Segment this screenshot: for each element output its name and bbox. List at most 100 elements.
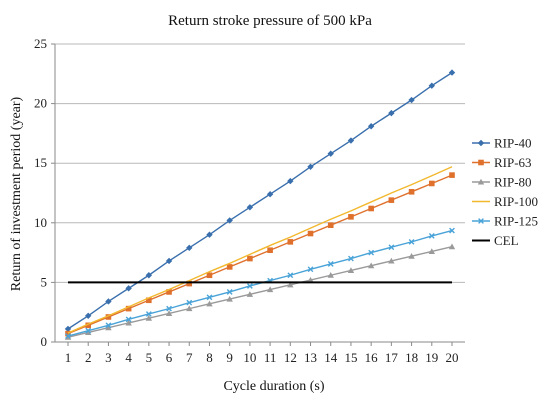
y-tick-label: 5 — [41, 274, 48, 289]
data-point — [85, 322, 92, 329]
data-point — [246, 283, 253, 289]
data-point — [348, 255, 354, 262]
chart-title: Return stroke pressure of 500 kPa — [168, 13, 372, 29]
data-point — [85, 327, 92, 334]
data-point — [327, 261, 334, 267]
data-point — [449, 172, 455, 178]
x-tick-label: 14 — [324, 350, 338, 365]
data-point — [105, 314, 112, 320]
legend-label: RIP-125 — [494, 214, 538, 229]
x-tick-label: 13 — [304, 350, 317, 365]
data-point — [348, 214, 354, 220]
data-point — [449, 227, 455, 234]
data-point — [206, 294, 213, 301]
x-tick-label: 18 — [405, 350, 418, 365]
data-point — [186, 305, 193, 312]
data-point — [186, 244, 193, 252]
data-point — [206, 300, 213, 307]
data-point — [145, 311, 152, 317]
data-point — [166, 305, 172, 312]
x-tick-label: 9 — [226, 350, 233, 365]
data-point — [307, 163, 314, 170]
data-point — [206, 272, 213, 279]
series-rip-63 — [65, 172, 455, 337]
x-tick-label: 10 — [243, 350, 256, 365]
data-point — [65, 330, 71, 337]
data-point — [477, 178, 485, 185]
data-point — [165, 310, 173, 316]
x-tick-label: 5 — [146, 350, 153, 365]
x-tick-label: 16 — [365, 350, 379, 365]
data-point — [85, 329, 92, 336]
data-point — [388, 244, 395, 251]
legend-entry: RIP-63 — [472, 155, 532, 170]
series-lines — [64, 69, 456, 340]
legend-label: RIP-80 — [494, 175, 532, 190]
data-point — [327, 150, 334, 157]
y-axis-title: Return of investment period (year) — [9, 96, 24, 291]
y-tick-label: 0 — [41, 334, 48, 349]
y-tick-label: 25 — [34, 36, 47, 51]
data-point — [428, 233, 435, 239]
legend-entry: RIP-80 — [472, 175, 532, 190]
data-point — [246, 291, 254, 297]
series-line — [67, 245, 453, 338]
data-point — [428, 248, 435, 254]
x-tick-label: 1 — [65, 350, 72, 365]
data-point — [347, 267, 355, 274]
x-tick-label: 12 — [284, 350, 297, 365]
x-tick-label: 6 — [166, 350, 173, 365]
data-point — [125, 285, 132, 292]
data-point — [105, 324, 112, 331]
data-point — [65, 333, 71, 339]
data-point — [105, 298, 112, 305]
data-point — [186, 280, 193, 287]
data-point — [267, 247, 273, 254]
data-point — [307, 230, 314, 237]
data-point — [327, 272, 334, 278]
data-point — [478, 159, 484, 166]
data-point — [408, 189, 415, 195]
data-point — [368, 249, 375, 256]
data-point — [327, 222, 334, 228]
data-point — [408, 238, 415, 245]
data-point — [146, 297, 152, 304]
data-point — [428, 82, 435, 89]
x-tick-label: 7 — [186, 350, 193, 365]
legend-label: RIP-63 — [494, 155, 532, 170]
y-tick-label: 10 — [34, 215, 47, 230]
series-rip-100 — [67, 166, 453, 334]
legend-entry: RIP-40 — [472, 136, 532, 151]
data-point — [367, 262, 375, 269]
data-point — [226, 295, 233, 302]
data-point — [226, 264, 233, 270]
data-point — [388, 257, 395, 264]
data-point — [448, 243, 456, 250]
data-point — [307, 276, 314, 283]
legend-label: CEL — [494, 233, 519, 248]
data-point — [388, 109, 395, 117]
data-point — [226, 289, 233, 295]
data-point — [266, 190, 274, 198]
data-point — [367, 123, 375, 130]
x-tick-label: 8 — [206, 350, 213, 365]
gridlines — [55, 43, 465, 283]
x-tick-label: 11 — [264, 350, 277, 365]
data-point — [388, 197, 395, 203]
series-line — [67, 174, 453, 335]
x-axis-title: Cycle duration (s) — [223, 379, 324, 394]
data-point — [186, 299, 193, 306]
data-point — [105, 322, 112, 329]
data-point — [125, 305, 132, 312]
data-point — [347, 137, 355, 144]
data-point — [408, 96, 415, 104]
legend-entry: RIP-125 — [472, 214, 538, 229]
data-point — [246, 204, 254, 211]
data-point — [247, 255, 253, 262]
legend-entry: RIP-100 — [472, 194, 538, 209]
data-point — [145, 272, 153, 279]
legend: RIP-40 RIP-63 RIP-80 RIP-100 RIP-125 CEL — [472, 136, 538, 248]
